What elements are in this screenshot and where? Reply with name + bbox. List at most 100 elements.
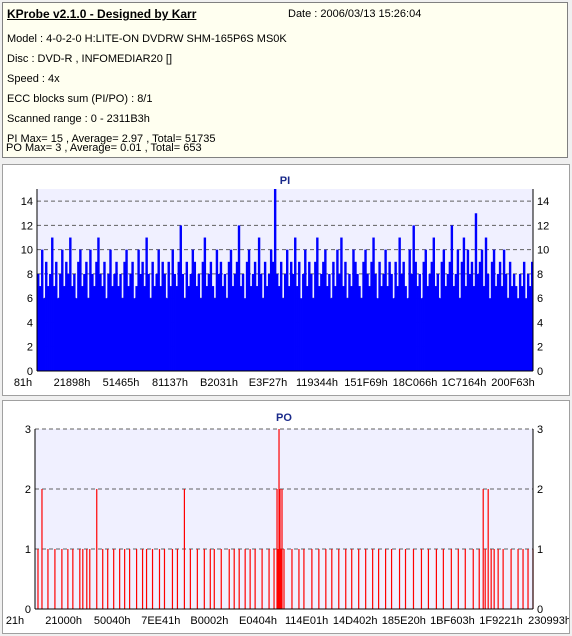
pi-bar — [424, 249, 427, 371]
pi-bar — [442, 249, 446, 371]
pi-bar — [328, 273, 331, 371]
pi-bar — [294, 237, 297, 371]
pi-bar — [131, 261, 134, 371]
pi-bar — [189, 273, 193, 371]
pi-bar — [512, 273, 516, 371]
pi-bar — [404, 286, 407, 371]
pi-bar — [141, 261, 144, 371]
pi-bar — [388, 261, 391, 371]
pi-bar — [288, 286, 291, 371]
x-tick-label: B0002h — [190, 615, 228, 627]
pi-bar — [39, 286, 42, 371]
pi-bar — [430, 261, 433, 371]
pi-bar — [460, 261, 464, 371]
pi-bar — [121, 298, 124, 371]
pi-bar — [281, 298, 285, 371]
x-tick-label: 1BF603h — [430, 615, 475, 627]
pi-bar — [235, 261, 239, 371]
pi-bar — [306, 286, 309, 371]
pi-bar — [398, 237, 401, 371]
pi-bar — [125, 249, 128, 371]
pi-bar — [504, 273, 508, 371]
pi-bar — [257, 237, 261, 371]
pi-bar — [490, 261, 494, 371]
pi-bar — [406, 298, 409, 371]
pi-bar — [330, 298, 333, 371]
y-tick-label-left: 10 — [21, 245, 33, 257]
y-tick-label-right: 14 — [537, 196, 549, 208]
pi-bar — [286, 249, 289, 371]
pi-bar — [336, 249, 339, 371]
y-tick-label-left: 6 — [27, 293, 33, 305]
pi-bar — [428, 273, 431, 371]
y-tick-label-right: 4 — [537, 317, 543, 329]
pi-bar — [133, 298, 136, 371]
pi-bar — [101, 286, 104, 371]
pi-bar — [476, 273, 480, 371]
pi-bar — [277, 286, 281, 371]
x-tick-label: 114E01h — [285, 615, 328, 627]
pi-bar — [382, 273, 385, 371]
pi-bar — [103, 261, 106, 371]
pi-bar — [394, 261, 397, 371]
pi-bar — [173, 273, 176, 371]
y-tick-label-left: 3 — [25, 424, 31, 436]
pi-bar — [99, 273, 102, 371]
y-tick-label-left: 0 — [25, 604, 31, 616]
pi-bar — [500, 286, 504, 371]
pi-bar — [472, 286, 476, 371]
pi-bar — [522, 261, 526, 371]
pi-bar — [113, 273, 116, 371]
pi-bar — [37, 273, 40, 371]
pi-bar — [163, 273, 166, 371]
pi-bar — [47, 286, 50, 371]
pi-bar — [440, 261, 444, 371]
pi-bar — [231, 286, 235, 371]
pi-bar — [326, 286, 329, 371]
disc-line: Disc : DVD-R , INFOMEDIAR20 [] — [7, 53, 173, 65]
pi-bar — [75, 298, 78, 371]
pi-bar — [83, 273, 86, 371]
pi-bar — [203, 237, 207, 371]
pi-bar — [53, 286, 56, 371]
x-tick-label: 21h — [6, 615, 24, 627]
x-tick-label: 119344h — [296, 377, 338, 389]
x-tick-label: 1F9221h — [479, 615, 522, 627]
pi-bar — [115, 261, 118, 371]
pi-bar — [296, 286, 299, 371]
pi-bar — [360, 298, 363, 371]
scan-date: Date : 2006/03/13 15:26:04 — [288, 8, 422, 20]
pi-bar — [400, 273, 403, 371]
pi-bar — [223, 273, 227, 371]
y-tick-label-left: 4 — [27, 317, 33, 329]
pi-bar — [444, 286, 448, 371]
pi-bar — [207, 273, 211, 371]
pi-bar — [85, 261, 88, 371]
pi-bar — [117, 286, 120, 371]
x-tick-label: 151F69h — [344, 377, 387, 389]
pi-bar — [480, 249, 484, 371]
pi-bar — [290, 261, 293, 371]
speed-line: Speed : 4x — [7, 73, 60, 85]
pi-bar — [183, 298, 186, 371]
pi-bar — [316, 237, 319, 371]
x-tick-label: 14D402h — [333, 615, 378, 627]
pi-bar — [502, 249, 506, 371]
pi-bar — [61, 249, 64, 371]
pi-bar — [410, 273, 413, 371]
pi-bar — [356, 273, 359, 371]
pi-bar — [253, 261, 257, 371]
pi-bar — [312, 298, 315, 371]
y-tick-label-right: 0 — [537, 604, 543, 616]
pi-bar — [368, 286, 371, 371]
pi-bar — [484, 237, 488, 371]
pi-bar — [119, 273, 122, 371]
pi-bar — [364, 249, 367, 371]
po-chart: PO 0 0 1 1 2 2 3 3 21h 21000h 50040h 7EE41h B0002h E04… — [6, 412, 569, 627]
pi-bar — [370, 261, 373, 371]
pi-bar — [209, 261, 213, 371]
pi-bar — [418, 273, 421, 371]
pi-bar — [55, 261, 58, 371]
pi-bar — [392, 298, 395, 371]
pi-bar — [358, 286, 361, 371]
